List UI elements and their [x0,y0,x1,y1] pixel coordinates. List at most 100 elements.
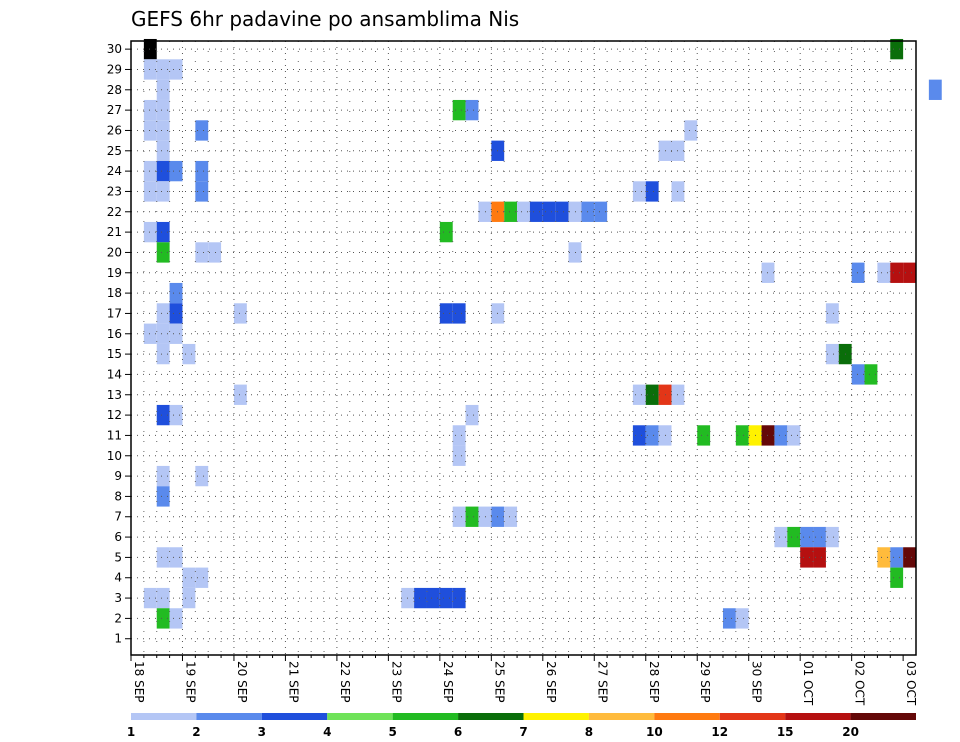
heatmap-cell [169,59,183,80]
heatmap-cell [903,547,916,568]
colorbar-label: 7 [519,725,527,739]
heatmap-cell [414,587,427,609]
heatmap-cell [825,526,839,548]
colorbar-label: 2 [192,725,200,739]
heatmap-cell [645,384,659,405]
heatmap-cell [156,242,170,263]
heatmap-cell [517,201,530,222]
heatmap-cell [877,547,891,568]
colorbar-label: 12 [711,725,728,739]
heatmap-cell [182,343,196,365]
y-tick-label: 22 [107,205,122,219]
heatmap-cell [568,201,582,222]
heatmap-cell [156,99,170,121]
heatmap-cell [825,343,839,365]
x-tick-label: 25 SEP [492,661,506,703]
colorbar-swatch [261,713,328,720]
y-tick-label: 7 [114,510,122,524]
heatmap-cell [890,547,904,568]
heatmap-cell [169,282,183,304]
chart-title: GEFS 6hr padavine po ansamblima Nis [131,7,519,31]
heatmap-cell [452,425,466,446]
y-tick-label: 29 [107,62,122,76]
heatmap-cell [143,587,157,609]
heatmap-cell [504,201,518,222]
colorbar-swatch [785,713,851,720]
heatmap-cell [452,99,466,121]
y-tick-label: 10 [107,449,122,463]
heatmap-cell [156,221,170,243]
y-tick-label: 8 [114,489,122,503]
heatmap-cell [156,587,170,609]
x-tick-label: 29 SEP [698,661,712,703]
x-tick-label: 26 SEP [544,661,558,703]
colorbar-label: 15 [777,725,794,739]
heatmap-cell [169,608,183,629]
heatmap-cell [452,587,466,609]
heatmap-cell [787,425,801,446]
heatmap-cell [851,262,865,283]
heatmap-cell [594,201,608,222]
heatmap-cell [439,303,453,324]
heatmap-cell [890,567,904,588]
y-tick-label: 26 [107,123,122,137]
colorbar-label: 1 [127,725,135,739]
heatmap-cell [928,79,942,100]
heatmap-cell [452,445,466,466]
colorbar-label: 3 [258,725,266,739]
x-tick-label: 01 OCT [801,661,815,706]
heatmap-cell [774,425,788,446]
colorbar-swatch [588,713,655,720]
heatmap-cell [156,404,170,426]
heatmap-cell [478,201,492,222]
heatmap-cell [169,160,183,182]
heatmap-cell [156,160,170,182]
y-tick-label: 20 [107,245,122,259]
heatmap-cell [169,323,183,344]
heatmap-cells [143,38,942,629]
colorbar-swatch [196,713,262,720]
y-tick-label: 9 [114,469,122,483]
y-tick-label: 5 [114,550,122,564]
heatmap-cell [813,547,826,568]
heatmap-cell [156,181,170,202]
plot-grid [131,41,916,655]
heatmap-cell [195,242,209,263]
colorbar-swatch [654,713,720,720]
heatmap-cell [903,262,916,283]
heatmap-cell [632,384,646,405]
heatmap-cell [452,506,466,527]
y-tick-label: 14 [107,367,122,381]
y-tick-label: 19 [107,266,122,280]
heatmap-cell [529,201,543,222]
x-tick-label: 18 SEP [132,661,146,703]
y-tick-label: 4 [114,571,122,585]
x-tick-label: 21 SEP [286,661,300,703]
heatmap-cell [233,303,247,324]
heatmap-cell [156,59,170,80]
colorbar-label: 10 [646,725,663,739]
heatmap-cell [813,526,826,548]
heatmap-cell [143,221,157,243]
colorbar-swatch [523,713,589,720]
y-tick-label: 16 [107,327,122,341]
heatmap-cell [478,506,492,527]
heatmap-cell [851,364,865,385]
heatmap-cell [787,526,801,548]
heatmap-cell [632,181,646,202]
heatmap-cell [156,608,170,629]
plot-frame [130,40,917,656]
y-tick-label: 21 [107,225,122,239]
x-tick-label: 27 SEP [595,661,609,703]
y-tick-label: 30 [107,42,122,56]
heatmap-cell [465,404,479,426]
heatmap-cell [195,160,209,182]
heatmap-cell [555,201,569,222]
heatmap-cell [568,242,582,263]
colorbar-label: 6 [454,725,462,739]
x-tick-label: 23 SEP [389,661,403,703]
y-tick-label: 24 [107,164,122,178]
colorbar-label: 5 [388,725,396,739]
colorbar-swatch [327,713,393,720]
